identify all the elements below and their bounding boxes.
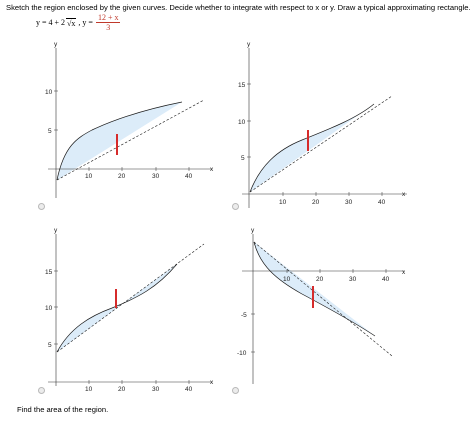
sqrt-argument: x	[71, 18, 76, 28]
answer-option-2: y x 10 20 30 40 5 10 15	[232, 38, 457, 223]
graph-option-2: y x 10 20 30 40 5 10 15	[238, 41, 407, 208]
enclosed-region	[254, 242, 375, 336]
y-axis-label: y	[54, 41, 58, 48]
radio-option-4[interactable]	[232, 387, 239, 394]
sqrt-term: √x	[66, 17, 77, 28]
sqrt-curve	[249, 103, 375, 193]
graph-option-3: y x 10 20 30 40 5 10 15	[45, 227, 214, 393]
y-tick-label: 15	[238, 82, 246, 89]
radio-option-3[interactable]	[38, 387, 45, 394]
x-tick-label: 10	[85, 173, 93, 180]
x-tick-label: 30	[345, 199, 353, 206]
fraction-numerator: 12 + x	[95, 13, 121, 23]
y-tick-label: 5	[241, 155, 245, 162]
radio-option-1[interactable]	[38, 203, 45, 210]
x-tick-label: 30	[349, 276, 357, 283]
y-tick-label: 10	[45, 89, 53, 96]
sqrt-curve	[253, 241, 376, 337]
problem-instruction: Sketch the region enclosed by the given …	[6, 3, 471, 12]
y-axis-label: y	[247, 41, 251, 48]
x-tick-label: 30	[152, 173, 160, 180]
answer-option-3: y x 10 20 30 40 5 10 15	[12, 224, 237, 409]
enclosed-region	[250, 104, 374, 192]
x-tick-label: 40	[185, 173, 193, 180]
line-curve	[249, 95, 393, 193]
y-tick-label: 15	[45, 269, 53, 276]
fraction-denominator: 3	[106, 23, 111, 32]
x-axis-label: x	[210, 166, 214, 173]
x-tick-label: 30	[152, 386, 160, 393]
x-tick-label: 20	[312, 199, 320, 206]
line-curve	[56, 243, 205, 353]
sqrt-curve	[56, 101, 183, 181]
y-tick-label: 5	[48, 128, 52, 135]
y-axis-label: y	[54, 227, 58, 234]
x-tick-label: 40	[185, 386, 193, 393]
radio-option-2[interactable]	[232, 203, 239, 210]
x-tick-label: 40	[378, 199, 386, 206]
answer-option-1: y x 10 20 30 40 5 10	[12, 38, 237, 223]
enclosed-region	[57, 102, 182, 180]
x-tick-label: 10	[85, 386, 93, 393]
given-curves-equation: y = 4 + 2 √x , y = 12 + x 3	[36, 13, 121, 32]
graph-option-4: y x 10 20 30 40 -5 -10	[237, 227, 406, 384]
x-tick-label: 40	[382, 276, 390, 283]
sqrt-curve	[56, 263, 178, 353]
x-axis-label: x	[210, 379, 214, 386]
answer-option-4: y x 10 20 30 40 -5 -10	[232, 224, 457, 409]
area-question: Find the area of the region.	[17, 405, 109, 414]
x-axis-label: x	[402, 191, 406, 198]
y-tick-label: 10	[45, 305, 53, 312]
y-tick-label: -5	[241, 312, 247, 319]
equation-lhs: y = 4 + 2	[36, 18, 66, 27]
x-axis-label: x	[402, 269, 406, 276]
y-axis-label: y	[251, 227, 255, 234]
graph-option-1: y x 10 20 30 40 5 10	[45, 41, 214, 198]
line-curve	[56, 99, 205, 181]
x-tick-label: 10	[279, 199, 287, 206]
x-tick-label: 10	[283, 276, 291, 283]
y-tick-label: -10	[237, 350, 247, 357]
x-tick-label: 20	[316, 276, 324, 283]
equation-mid: , y =	[78, 18, 93, 27]
x-tick-label: 20	[118, 173, 126, 180]
y-tick-label: 10	[238, 119, 246, 126]
x-tick-label: 20	[118, 386, 126, 393]
equation-fraction: 12 + x 3	[95, 13, 121, 32]
y-tick-label: 5	[48, 342, 52, 349]
